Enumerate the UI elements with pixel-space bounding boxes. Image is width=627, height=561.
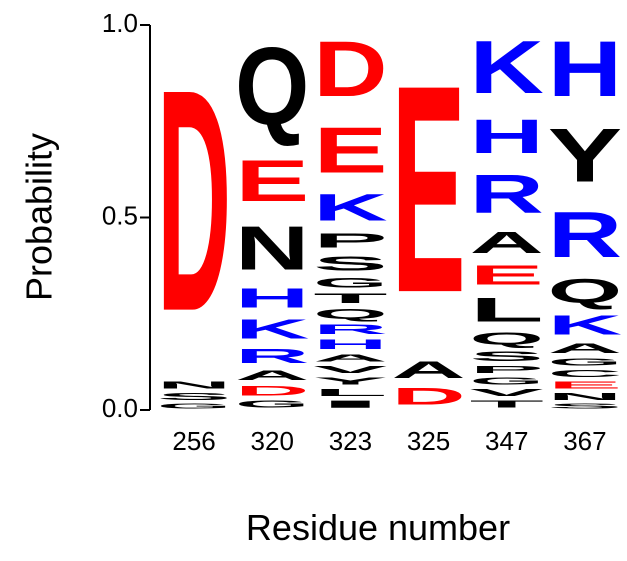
logo-letter: G xyxy=(548,356,622,367)
logo-letter: H xyxy=(548,25,622,113)
logo-letter: S xyxy=(548,402,622,410)
logo-letter: A xyxy=(235,368,309,383)
logo-letter: A xyxy=(313,352,387,363)
logo-letter: Q xyxy=(470,329,544,348)
logo-letter: E xyxy=(235,148,309,213)
logo-letter: S xyxy=(313,252,387,275)
logo-letter: D xyxy=(235,383,309,398)
logo-letter: T xyxy=(470,399,544,410)
logo-letter: V xyxy=(313,364,387,376)
logo-letter: E xyxy=(392,25,466,355)
y-tick-label: 1.0 xyxy=(102,8,138,38)
logo-letter: G xyxy=(470,376,544,387)
x-tick-label: 320 xyxy=(251,426,294,456)
logo-letter: P xyxy=(313,229,387,252)
logo-letter: K xyxy=(548,310,622,341)
x-tick-label: 323 xyxy=(329,426,372,456)
logo-letter: N xyxy=(235,213,309,282)
logo-letter: L xyxy=(313,387,387,398)
logo-letter: D xyxy=(392,383,466,410)
logo-letter: N xyxy=(548,391,622,402)
y-tick-label: 0.5 xyxy=(102,200,138,230)
logo-letter: A xyxy=(392,356,466,383)
logo-letter: T xyxy=(313,291,387,306)
y-axis-label: Probability xyxy=(19,133,60,301)
logo-letter: Q xyxy=(235,25,309,148)
logo-letter: G xyxy=(157,402,231,410)
logo-letter: S xyxy=(157,391,231,402)
logo-letter: H xyxy=(235,283,309,314)
logo-letter: R xyxy=(548,199,622,272)
logo-letter: K xyxy=(470,25,544,110)
logo-letter: A xyxy=(548,341,622,356)
logo-letter: H xyxy=(313,337,387,352)
x-tick-label: 367 xyxy=(563,426,606,456)
logo-letter: D xyxy=(313,25,387,113)
y-tick-label: 0.0 xyxy=(102,393,138,423)
x-tick-label: 325 xyxy=(407,426,450,456)
logo-letter: N xyxy=(157,379,231,390)
logo-letter: Y xyxy=(313,375,387,386)
x-axis-label: Residue number xyxy=(246,507,510,548)
logo-letter: R xyxy=(470,164,544,225)
logo-letter: E xyxy=(470,260,544,291)
logo-letter: I xyxy=(313,398,387,410)
logo-letter: Q xyxy=(548,272,622,310)
logo-letter: H xyxy=(470,109,544,163)
logo-letter: K xyxy=(313,187,387,229)
logo-letter: Y xyxy=(548,114,622,198)
logo-letter: G xyxy=(235,399,309,410)
logo-letter: G xyxy=(313,275,387,290)
logo-letter: V xyxy=(470,387,544,399)
x-tick-label: 256 xyxy=(172,426,215,456)
logo-letter: R xyxy=(235,344,309,367)
logo-letter: P xyxy=(470,364,544,375)
logo-letter: L xyxy=(470,290,544,329)
logo-letter: C xyxy=(548,368,622,379)
logo-letter: E xyxy=(548,379,622,390)
logo-letter: R xyxy=(313,321,387,336)
logo-letter: S xyxy=(470,348,544,363)
logo-letter: E xyxy=(313,114,387,187)
logo-letter: Q xyxy=(313,306,387,321)
logo-letter: K xyxy=(235,314,309,345)
logo-letter: A xyxy=(470,225,544,260)
x-tick-label: 347 xyxy=(485,426,528,456)
logo-letter: D xyxy=(157,23,231,377)
